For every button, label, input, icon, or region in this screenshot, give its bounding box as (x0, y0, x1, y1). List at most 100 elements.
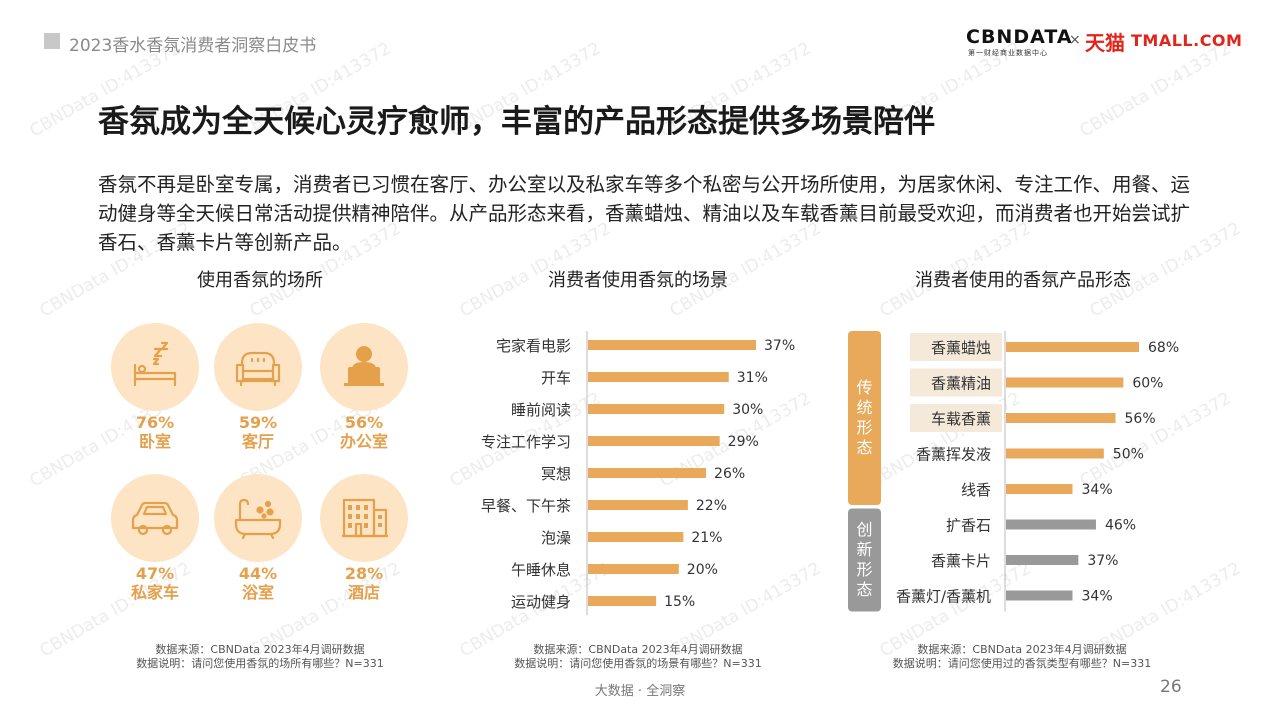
scenarios-bar-chart: 宅家看电影 37% 开车 31% 睡前阅读 30% 专注工作学习 29% 冥想 26% 早餐、下午茶… (481, 331, 795, 615)
forms-bar (1006, 484, 1073, 494)
forms-group-label: 传统形态 (856, 378, 872, 457)
forms-value-label: 37% (1087, 553, 1118, 569)
place-percent: 47% (135, 564, 175, 583)
place-percent: 56% (344, 413, 384, 432)
forms-value-label: 34% (1082, 482, 1113, 498)
forms-bar (1006, 448, 1104, 459)
logo-separator: × (1069, 32, 1081, 48)
sofa-icon (235, 351, 281, 387)
scenarios-value-label: 31% (737, 370, 768, 386)
forms-category-label: 香薰蜡烛 (931, 339, 991, 357)
office-desk-icon (344, 346, 384, 386)
scenarios-source-line2: 数据说明：请问您使用香氛的场景有哪些？N=331 (514, 657, 762, 670)
place-item: 28% 酒店 (309, 474, 419, 602)
forms-bar (1006, 555, 1079, 565)
scenarios-value-label: 22% (696, 498, 727, 514)
place-percent: 28% (344, 564, 384, 583)
intro-paragraph: 香氛不再是卧室专属，消费者已习惯在客厅、办公室以及私家车等多个私密与公开场所使用… (98, 173, 1191, 254)
scenarios-value-label: 26% (714, 466, 745, 482)
hotel-icon (342, 498, 388, 538)
brand-logos: CBNDATA 第一财经商业数据中心 × 天猫 TMALL.COM (966, 26, 1246, 60)
report-title: 2023香水香氛消费者洞察白皮书 (69, 36, 317, 56)
tmall-logo-en: TMALL.COM (1131, 31, 1243, 50)
scenarios-value-label: 20% (687, 562, 718, 578)
forms-bar (1006, 413, 1116, 423)
place-label: 办公室 (339, 432, 388, 451)
place-percent: 44% (238, 564, 278, 583)
places-source-line1: 数据来源：CBNData 2023年4月调研数据 (155, 643, 365, 656)
scenarios-bar (588, 372, 729, 382)
scenarios-category-label: 开车 (541, 369, 571, 387)
scenarios-bar (588, 340, 756, 350)
place-label: 私家车 (130, 583, 179, 602)
place-item: 76% 卧室 (100, 323, 210, 451)
page-number: 26 (1160, 677, 1182, 697)
scenarios-category-label: 泡澡 (541, 529, 571, 547)
place-label: 卧室 (138, 432, 171, 451)
forms-category-label: 线香 (961, 481, 991, 499)
scenarios-category-label: 早餐、下午茶 (481, 497, 571, 515)
scenarios-bar (588, 500, 688, 510)
cbndata-logo-subtitle: 第一财经商业数据中心 (968, 49, 1048, 57)
footer-slogan: 大数据 · 全洞察 (594, 684, 686, 699)
place-label: 客厅 (241, 432, 274, 451)
place-icon-circle (111, 474, 199, 562)
bathtub-icon (234, 498, 282, 540)
place-icon-circle (320, 474, 408, 562)
forms-value-label: 34% (1082, 589, 1113, 605)
place-item: 59% 客厅 (203, 323, 313, 451)
scenarios-category-label: 冥想 (541, 465, 571, 483)
forms-highlight-box (910, 368, 1002, 397)
scenarios-value-label: 37% (764, 338, 795, 354)
scenarios-category-label: 睡前阅读 (511, 401, 571, 419)
forms-source-line2: 数据说明：请问您使用过的香氛类型有哪些？N=331 (892, 657, 1152, 670)
places-source-line2: 数据说明：请问您使用香氛的场所有哪些？N=331 (136, 657, 384, 670)
forms-value-label: 56% (1125, 411, 1156, 427)
place-percent: 59% (238, 413, 278, 432)
place-label: 酒店 (347, 583, 380, 602)
scenarios-bar (588, 564, 679, 574)
scenarios-category-label: 运动健身 (511, 593, 571, 611)
scenarios-value-label: 30% (732, 402, 763, 418)
scenarios-category-label: 专注工作学习 (481, 433, 571, 451)
forms-value-label: 68% (1148, 340, 1179, 356)
place-percent: 76% (135, 413, 175, 432)
scenarios-value-label: 29% (728, 434, 759, 450)
forms-bar (1006, 590, 1073, 601)
page-title: 香氛成为全天候心灵疗愈师，丰富的产品形态提供多场景陪伴 (98, 104, 935, 140)
forms-highlight-box (910, 404, 1002, 432)
place-item: 47% 私家车 (100, 474, 210, 602)
tmall-logo-cn: 天猫 (1085, 31, 1125, 55)
place-icon-circle (111, 323, 199, 411)
forms-category-label: 车载香薰 (931, 410, 991, 428)
forms-category-label: 香薰卡片 (931, 552, 991, 570)
place-icon-circle (320, 323, 408, 411)
place-label: 浴室 (241, 583, 274, 602)
header-marker (44, 33, 60, 49)
scenarios-bar (588, 532, 684, 542)
scenarios-bar (588, 468, 707, 478)
forms-category-label: 扩香石 (946, 517, 991, 535)
forms-value-label: 50% (1113, 447, 1144, 463)
forms-source: 数据来源：CBNData 2023年4月调研数据 数据说明：请问您使用过的香氛类… (822, 643, 1222, 671)
forms-highlight-box (910, 333, 1002, 361)
forms-value-label: 60% (1132, 376, 1163, 392)
cbndata-logo: CBNDATA (966, 26, 1073, 48)
scenarios-bar (588, 404, 725, 414)
forms-category-label: 香薰灯/香薰机 (896, 588, 991, 606)
scenarios-category-label: 午睡休息 (511, 561, 571, 579)
forms-bar (1006, 342, 1139, 352)
place-icon-circle (214, 323, 302, 411)
places-section-title: 使用香氛的场所 (197, 270, 323, 291)
forms-category-label: 香薰挥发液 (916, 446, 991, 464)
place-item: 44% 浴室 (203, 474, 313, 602)
forms-category-label: 香薰精油 (931, 375, 991, 393)
place-item: 56% 办公室 (309, 323, 419, 451)
forms-value-label: 46% (1105, 518, 1136, 534)
bed-icon (133, 341, 177, 387)
forms-group-label: 创新形态 (856, 520, 872, 599)
scenarios-source: 数据来源：CBNData 2023年4月调研数据 数据说明：请问您使用香氛的场景… (438, 643, 838, 671)
scenarios-category-label: 宅家看电影 (496, 337, 571, 355)
scenarios-section-title: 消费者使用香氛的场景 (548, 270, 728, 291)
